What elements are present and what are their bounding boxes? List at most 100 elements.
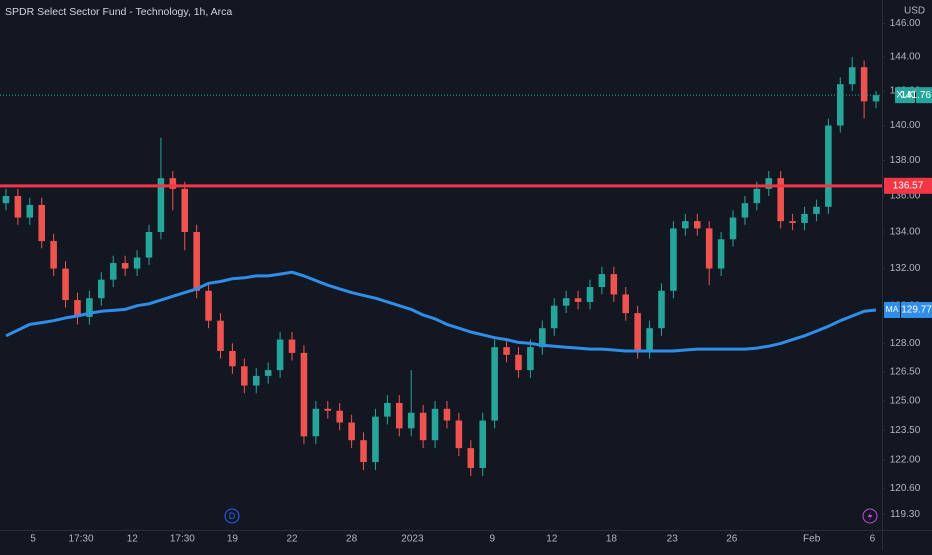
candle-body [646, 328, 653, 351]
candle-body [777, 178, 784, 222]
y-tick-label: 128.00 [890, 338, 921, 349]
candle-body [705, 228, 713, 269]
candle-body [181, 188, 189, 233]
candle-body [682, 221, 689, 229]
candle-body [848, 67, 856, 85]
candle-body [753, 188, 761, 204]
candle-body [372, 416, 379, 463]
candle-body [62, 268, 69, 301]
candle-body [658, 290, 665, 329]
y-tick-label: 123.50 [890, 425, 921, 436]
candle-body [324, 408, 332, 411]
x-tick-label: 12 [546, 534, 558, 545]
candle-body [384, 402, 391, 417]
candle-body [360, 440, 367, 463]
x-tick-label: 23 [667, 534, 679, 545]
resistance-label: 136.57 [893, 180, 924, 191]
candle-body [670, 228, 677, 291]
candle-body [825, 125, 832, 207]
ma-value-label: 129.77 [901, 305, 932, 316]
x-tick-label: 22 [286, 534, 298, 545]
candle-body [431, 408, 439, 441]
candle-body [336, 410, 343, 423]
y-tick-label: 140.00 [890, 120, 921, 131]
last-price-label: 141.76 [900, 90, 931, 101]
event-label[interactable]: D [229, 511, 236, 521]
candle-body [729, 217, 737, 240]
candle-body [74, 300, 81, 317]
x-tick-label: 12 [127, 534, 139, 545]
candle-body [622, 294, 630, 314]
y-tick-label: 146.00 [890, 18, 921, 29]
y-tick-label: 119.30 [890, 509, 920, 520]
ma-value-box [901, 301, 932, 318]
y-tick-label: 132.00 [890, 263, 921, 274]
ma-name-label: MA [886, 304, 899, 314]
candle-body [86, 298, 93, 317]
x-tick-label: 17:30 [69, 534, 94, 545]
resistance-label-box [884, 177, 932, 194]
moving-average-line [5, 270, 877, 353]
candle-body [300, 352, 308, 437]
event-icon[interactable] [224, 508, 240, 524]
candle-body [38, 204, 45, 242]
x-tick-label: Feb [803, 534, 821, 545]
x-tick-label: 6 [870, 534, 876, 545]
candle-body [229, 350, 236, 367]
candle-body [491, 347, 498, 421]
y-tick-label: 125.00 [890, 396, 921, 407]
x-tick-label: 17:30 [170, 534, 195, 545]
candle-body [598, 274, 606, 288]
candle-body [562, 298, 570, 306]
candle-body [693, 221, 701, 229]
x-tick-label: 18 [606, 534, 618, 545]
x-tick-label: 28 [346, 534, 358, 545]
candle-body [264, 370, 272, 376]
y-tick-label: 144.00 [890, 52, 921, 63]
candle-body [217, 320, 224, 351]
candle-body [26, 204, 34, 218]
x-tick-label: 2023 [401, 534, 424, 545]
candle-body [813, 206, 820, 214]
candle-body [550, 305, 558, 329]
y-tick-label: 136.00 [890, 191, 921, 202]
candle-body [14, 195, 22, 218]
x-tick-label: 19 [227, 534, 239, 545]
candle-body [157, 178, 165, 233]
y-tick-label: 138.00 [890, 155, 921, 166]
candle-body [765, 178, 773, 189]
x-tick-label: 5 [30, 534, 36, 545]
candle-body [515, 354, 522, 371]
candle-body [574, 298, 582, 302]
marks [0, 57, 882, 477]
currency-label: USD [904, 6, 925, 17]
candle-body [133, 257, 141, 269]
candle-body [98, 279, 105, 299]
candle-body [717, 239, 725, 269]
candle-body [801, 213, 808, 223]
x-tick-label: 9 [489, 534, 495, 545]
candle-body [860, 67, 868, 102]
chart-title: SPDR Select Sector Fund - Technology, 1h… [5, 6, 232, 18]
candle-body [407, 412, 415, 429]
candle-body [252, 375, 260, 386]
candle-body [121, 263, 129, 269]
candle-body [610, 274, 618, 295]
candle-body [193, 232, 200, 291]
candle-body [503, 347, 510, 355]
candle-body [396, 402, 403, 429]
candle-body [527, 347, 534, 371]
candle-body [634, 313, 641, 351]
lightning-icon [867, 511, 873, 521]
candle-body [455, 420, 463, 449]
y-tick-label: 134.00 [890, 227, 921, 238]
candle-body [50, 241, 57, 269]
symbol-label-box [895, 87, 915, 104]
candle-body [288, 339, 296, 353]
candle-body [348, 422, 355, 441]
y-tick-label: 120.60 [890, 483, 921, 494]
candle-body [467, 448, 475, 469]
